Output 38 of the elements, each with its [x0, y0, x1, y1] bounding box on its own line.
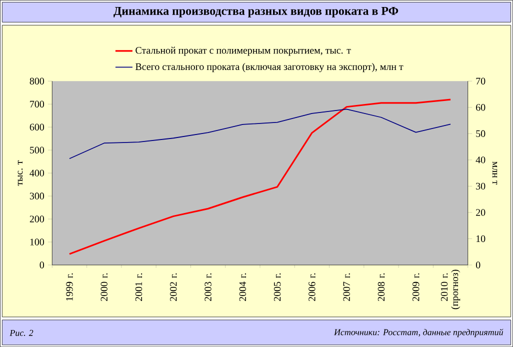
x-tick-label: 2006 г. — [308, 273, 316, 301]
x-tick-label: 2008 г. — [378, 273, 385, 301]
x-tick-label: 2001 г. — [135, 273, 142, 301]
y-tick-label: 500 — [30, 146, 44, 154]
line-series — [69, 108, 451, 159]
text: Рис. 2 — [10, 330, 34, 336]
x-tick-label: 2007 г. — [343, 273, 350, 301]
y2-tick-label: 20 — [476, 209, 486, 216]
y-axis-title: тыс. т — [18, 160, 23, 186]
line-series — [68, 98, 452, 255]
x-tick-label: 2003 г. — [204, 273, 212, 301]
legend-label: Стальной прокат с полимерным покрытием, тыс. т — [136, 46, 351, 56]
x-tick-label: 2009 г. — [412, 273, 420, 301]
y2-tick-label: 50 — [476, 130, 486, 137]
x-tick-label: 2005 г. — [274, 273, 281, 301]
text: Источники: Росстат, данные предприятий — [334, 328, 504, 338]
y2-tick-label: 30 — [476, 182, 486, 190]
y2-axis-title: млн т — [492, 162, 498, 185]
y-tick-label: 400 — [30, 170, 44, 176]
y2-tick-label: 60 — [476, 104, 486, 111]
y-tick-label: 100 — [30, 238, 44, 246]
legend-label: Всего стального проката (включая заготовку на экспорт), млн т — [136, 62, 404, 72]
x-tick-label: 2010 г. (прогноз) — [440, 270, 460, 310]
y-tick-label: 0 — [40, 262, 44, 268]
y-tick-label: 200 — [30, 216, 44, 222]
x-tick-label: 2000 г. — [100, 273, 108, 301]
y2-tick-label: 0 — [476, 262, 480, 268]
y-tick-label: 800 — [30, 78, 44, 84]
y2-tick-label: 70 — [476, 78, 486, 84]
y2-tick-label: 40 — [476, 156, 486, 164]
y-tick-label: 700 — [30, 100, 44, 108]
x-tick-label: 2004 г. — [239, 273, 246, 301]
y2-tick-label: 10 — [476, 235, 486, 242]
y-tick-label: 600 — [30, 124, 44, 130]
chart-title: Динамика производства разных видов проката в РФ — [113, 6, 398, 18]
y-tick-label: 300 — [30, 192, 44, 200]
x-tick-label: 2002 г. — [170, 273, 177, 301]
x-tick-label: 1999 г. — [66, 273, 73, 300]
